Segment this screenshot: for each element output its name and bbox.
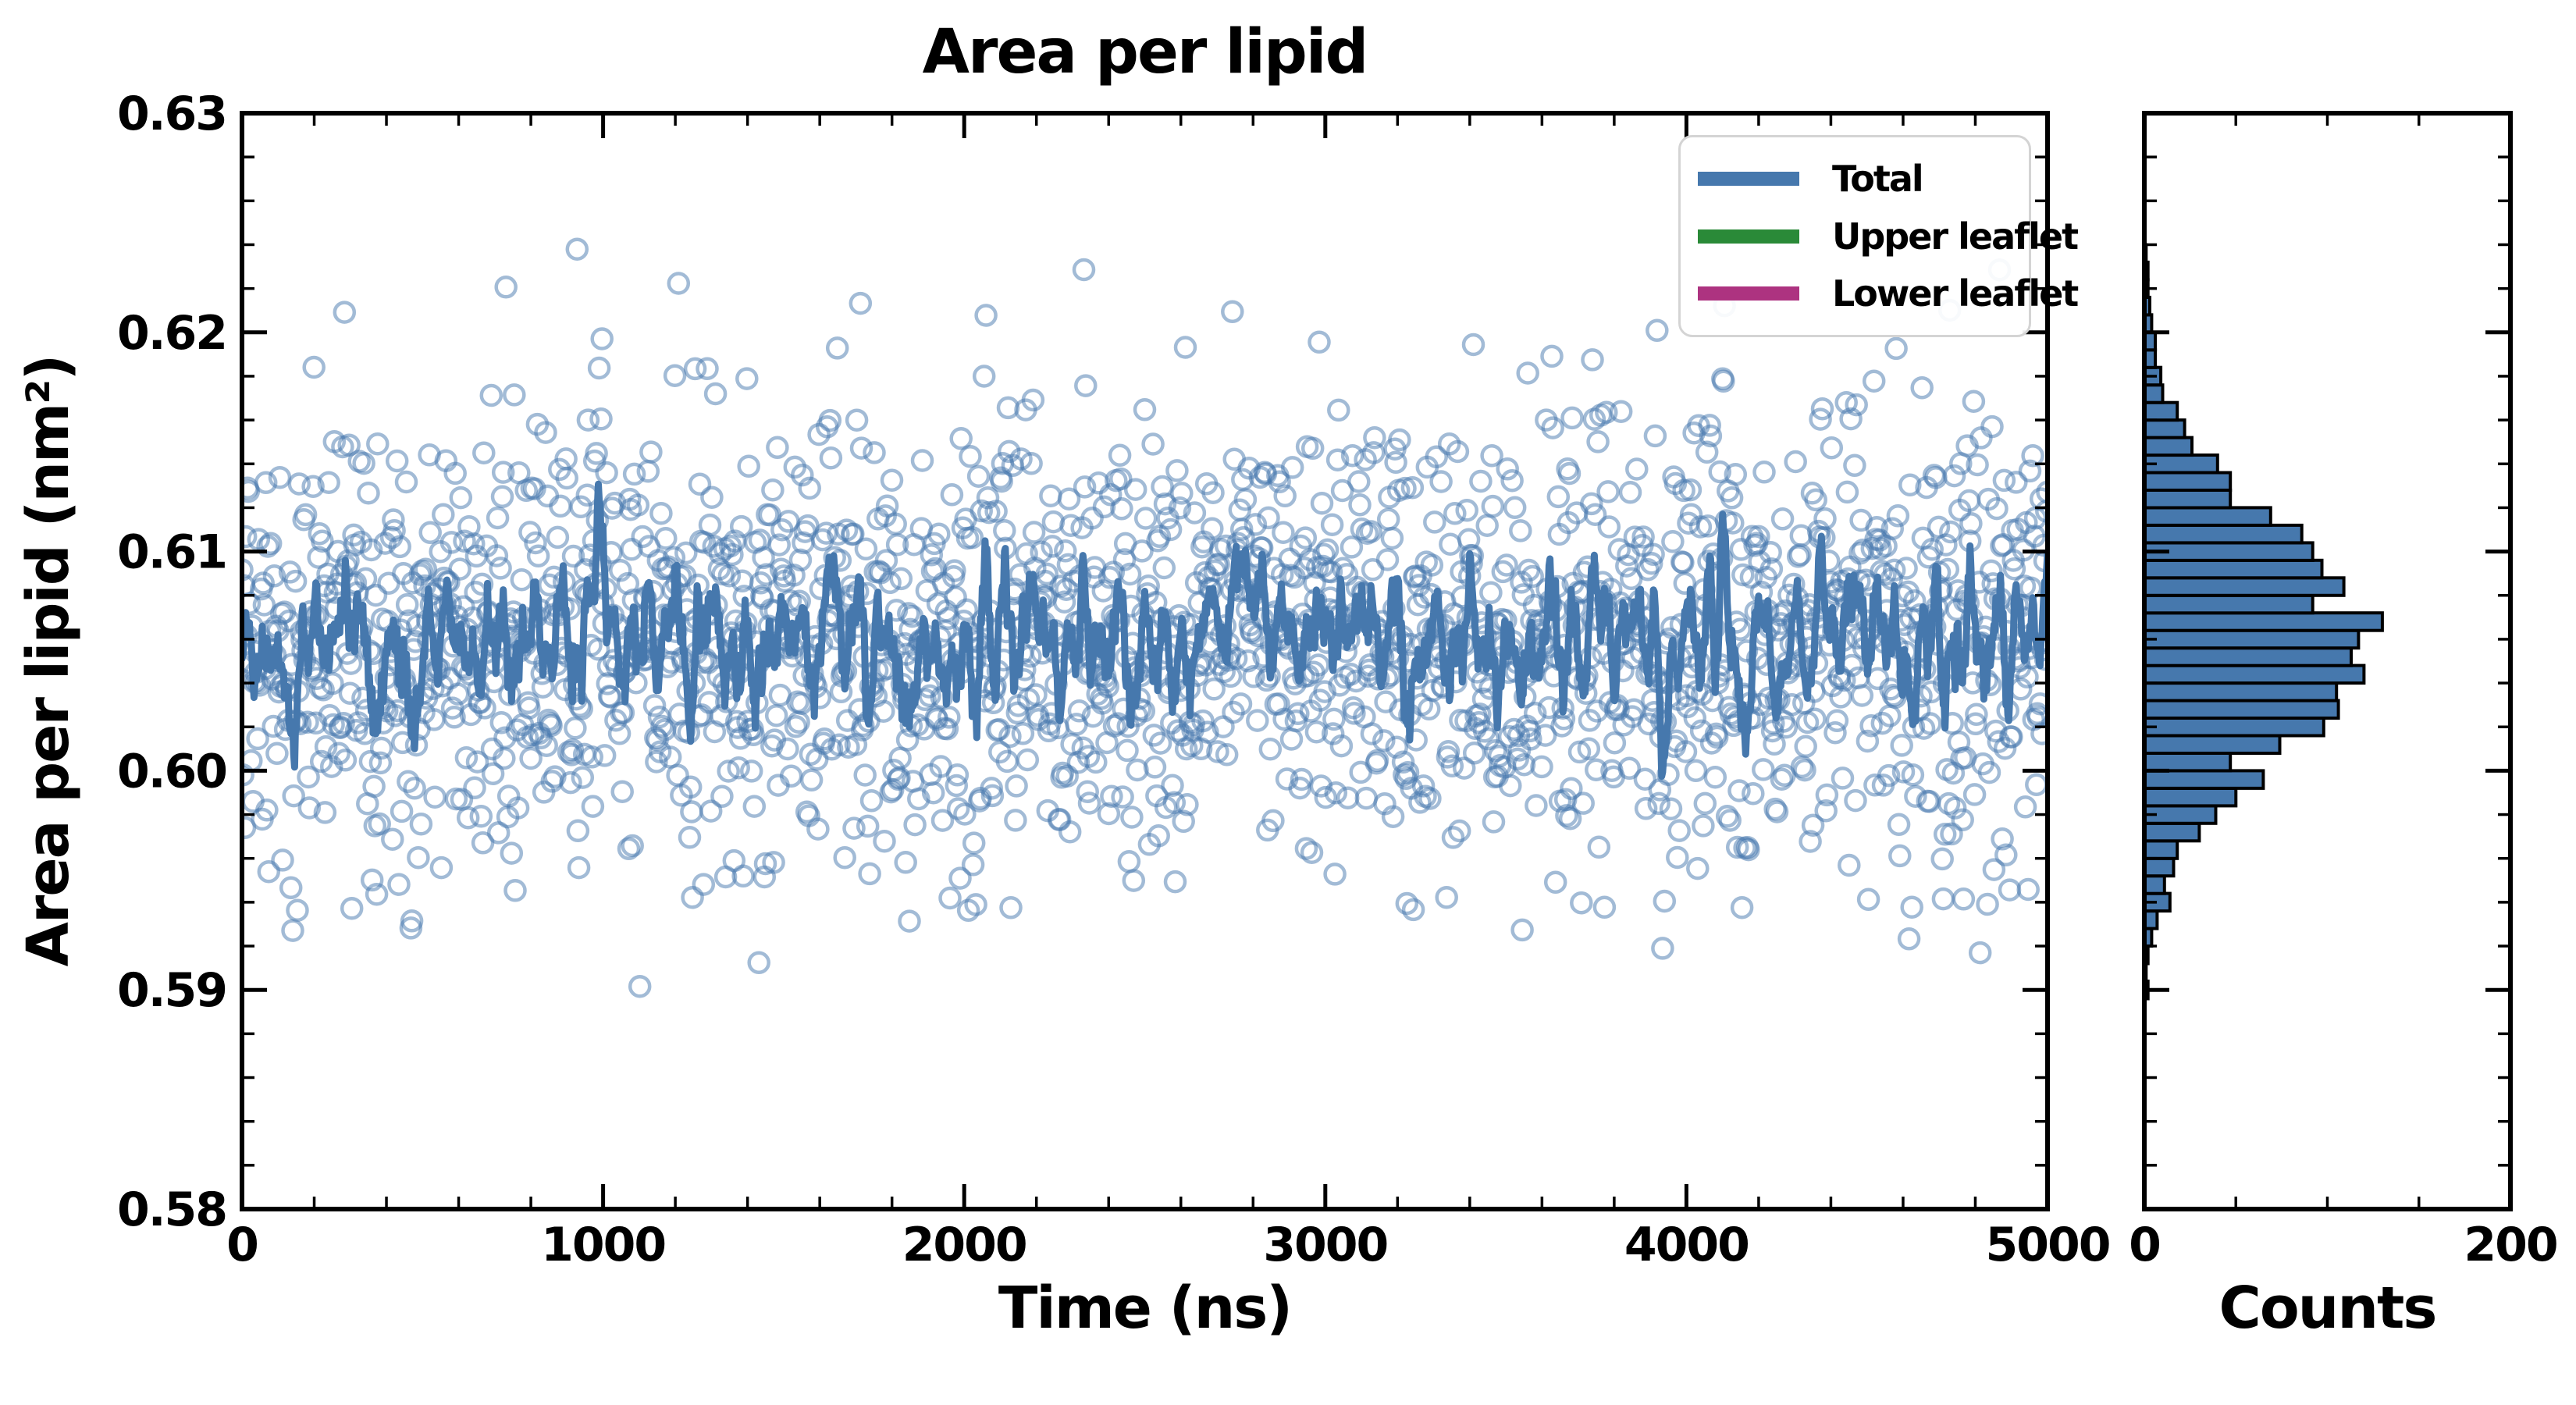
plot-title: Area per lipid (922, 17, 1369, 87)
x-tick-label: 5000 (1986, 1218, 2110, 1272)
main-panel-frame (240, 111, 2050, 1211)
x-tick-label: 1000 (541, 1218, 665, 1272)
legend-label: Upper leaflet (1832, 215, 2079, 258)
legend-label: Lower leaflet (1832, 272, 2079, 315)
legend-item: Lower leaflet (1681, 272, 2079, 315)
legend: Total Upper leaflet Lower leaflet (1678, 135, 2079, 337)
total-line (242, 480, 2048, 780)
legend-item: Upper leaflet (1681, 215, 2079, 258)
x-axis-label-time: Time (ns) (998, 1275, 1293, 1342)
y-axis-label: Area per lipid (nm²) (15, 355, 82, 967)
axes: 0 1000 2000 3000 4000 50000.580.590.600.610.6… (117, 87, 2559, 1272)
y-tick-label: 0.59 (117, 963, 226, 1018)
hist-x-tick-label: 200 (2464, 1218, 2556, 1272)
legend-swatch (1698, 171, 1799, 186)
legend-label: Total (1832, 157, 1924, 200)
x-axis-label-counts: Counts (2218, 1275, 2438, 1342)
y-tick-label: 0.61 (117, 525, 226, 580)
y-tick-label: 0.63 (117, 87, 226, 141)
y-tick-label: 0.60 (117, 744, 226, 799)
x-tick-label: 2000 (902, 1218, 1026, 1272)
x-tick-label: 4000 (1624, 1218, 1749, 1272)
legend-item: Total (1681, 158, 2029, 200)
histogram-bars (2143, 243, 2384, 1001)
x-tick-label: 0 (226, 1218, 258, 1272)
y-tick-label: 0.58 (117, 1183, 226, 1237)
legend-swatch (1698, 229, 1799, 244)
y-tick-label: 0.62 (117, 306, 226, 361)
legend-swatch (1698, 286, 1799, 301)
hist-x-tick-label: 0 (2129, 1218, 2160, 1272)
x-tick-label: 3000 (1263, 1218, 1387, 1272)
